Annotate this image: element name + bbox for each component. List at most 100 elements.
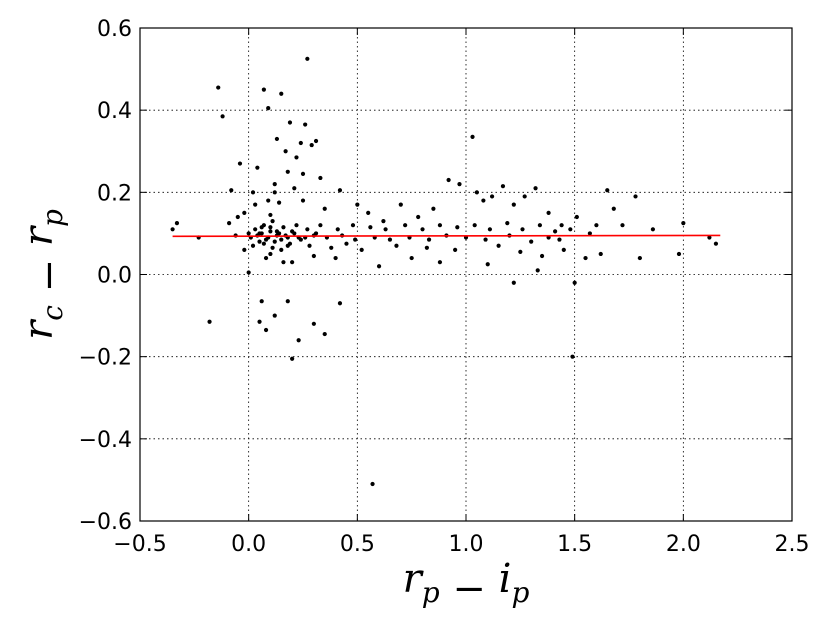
data-point-0-53 [355,202,360,207]
data-point-0-95 [279,247,284,252]
data-point-0-114 [270,245,275,250]
data-point-0-58 [431,206,436,211]
data-point-0-50 [300,198,306,203]
data-point-0-164 [313,231,319,236]
data-point-0-146 [387,237,393,242]
data-point-0-173 [261,241,266,246]
grid-lines [139,27,793,522]
fit-line [172,234,721,238]
data-point-0-16 [272,182,277,187]
data-point-0-107 [424,245,429,250]
data-point-0-103 [539,253,545,259]
x-tick-label-5: 2.0 [666,532,701,557]
data-point-0-71 [574,214,579,220]
data-point-0-74 [605,188,610,193]
x-tick-label-4: 1.5 [557,532,592,557]
x-tick-label-3: 1.0 [449,532,484,557]
scatter-points [170,56,719,487]
data-point-0-166 [557,237,562,242]
data-point-0-126 [368,225,373,230]
data-point-0-96 [246,231,251,236]
data-point-0-67 [522,194,527,199]
data-point-0-80 [676,251,682,257]
data-point-0-20 [257,319,262,324]
data-point-0-39 [298,140,303,146]
data-point-0-135 [520,227,525,232]
data-point-0-122 [305,227,310,232]
axis-ticks [139,27,793,522]
data-point-0-4 [220,114,225,119]
data-point-0-73 [594,223,599,228]
data-point-0-94 [268,251,273,257]
data-point-0-1 [174,221,180,226]
data-point-0-10 [246,270,251,275]
data-point-0-44 [318,175,323,181]
data-point-0-175 [274,229,280,234]
data-point-0-87 [376,264,382,269]
data-point-0-121 [294,223,299,228]
data-point-0-129 [420,227,425,232]
data-point-0-119 [270,218,275,224]
data-point-0-40 [303,122,308,127]
data-point-0-105 [496,243,501,248]
data-point-0-115 [257,239,262,244]
data-point-0-138 [568,227,573,232]
data-point-0-2 [207,319,212,324]
data-point-0-125 [350,223,356,228]
data-point-0-171 [290,229,295,234]
data-point-0-109 [359,247,364,252]
data-point-0-5 [227,221,232,226]
data-point-0-170 [279,237,284,242]
x-tick-labels: −0.5 0.0 0.5 1.0 1.5 2.0 2.5 [113,532,809,557]
data-point-0-51 [322,206,327,211]
data-point-0-43 [313,138,319,144]
data-point-0-28 [322,331,327,337]
data-point-0-108 [394,243,399,248]
data-point-0-127 [383,227,388,232]
data-point-0-45 [300,171,306,176]
data-point-0-118 [261,223,266,228]
data-point-0-47 [272,190,277,195]
data-point-0-72 [587,231,592,236]
data-point-0-144 [426,237,432,242]
data-point-0-102 [561,247,566,252]
data-point-0-174 [268,225,273,230]
x-tick-label-1: 0.0 [231,532,266,557]
y-tick-labels: −0.6 −0.4 −0.2 0.0 0.2 0.4 0.6 [79,17,132,535]
data-point-0-76 [620,223,625,228]
data-point-0-49 [266,198,271,203]
data-point-0-85 [535,268,540,273]
data-point-0-130 [437,223,443,228]
data-point-0-176 [285,243,290,248]
data-point-0-24 [285,299,290,304]
data-point-0-69 [546,210,551,215]
data-point-0-64 [489,194,495,199]
data-point-0-128 [403,223,408,228]
data-point-0-59 [446,177,451,183]
data-point-0-34 [274,136,280,142]
data-point-0-159 [268,229,273,234]
data-point-0-12 [255,165,260,170]
data-point-0-33 [266,106,271,111]
data-point-0-35 [279,91,284,96]
data-point-0-131 [455,225,460,230]
data-point-0-56 [398,202,403,207]
x-tick-label-2: 0.5 [340,532,375,557]
data-point-0-148 [353,237,358,242]
y-tick-label-6: 0.6 [97,17,132,42]
data-point-0-83 [713,241,719,246]
data-point-0-141 [483,237,488,242]
y-tick-label-3: 0.0 [97,264,132,289]
y-axis-label: rc − rp [16,209,72,340]
data-point-0-97 [242,210,247,215]
data-point-0-92 [311,253,316,259]
data-point-0-136 [537,223,542,228]
data-point-0-14 [263,255,269,261]
y-tick-label-1: −0.4 [79,428,132,453]
data-point-0-157 [250,243,256,248]
data-point-0-21 [259,299,264,304]
data-point-0-8 [237,161,243,166]
data-point-0-36 [283,149,288,154]
data-point-0-38 [294,155,299,160]
